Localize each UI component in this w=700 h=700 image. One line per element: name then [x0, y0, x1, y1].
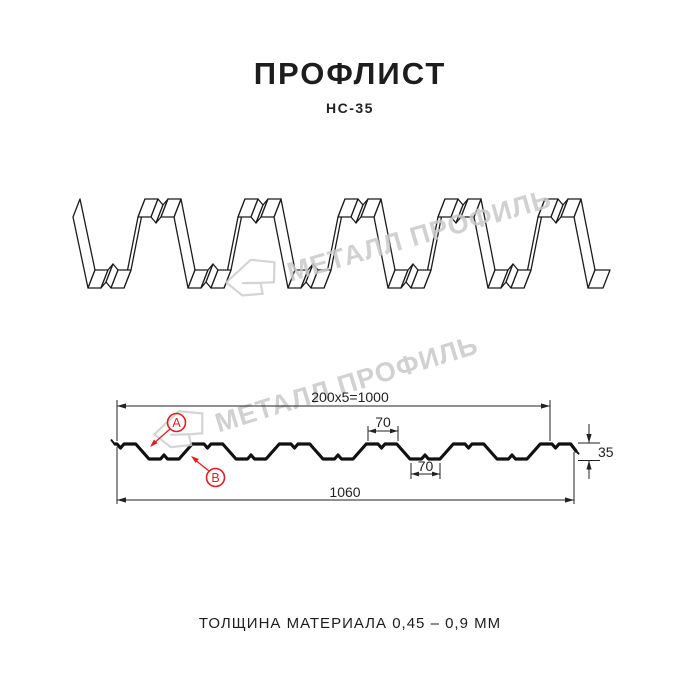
dim-profile-height: 35: [598, 444, 614, 460]
marker-b-label: В: [211, 471, 219, 485]
dim-overall-width: 1060: [329, 484, 360, 500]
metall-profil-logo-icon: [152, 410, 204, 449]
material-thickness-note: ТОЛЩИНА МАТЕРИАЛА 0,45 – 0,9 ММ: [198, 615, 502, 632]
marker-b-badge: [205, 467, 226, 488]
metall-profil-logo-icon: [224, 258, 276, 297]
marker-arrowheads: [150, 439, 199, 464]
dim-valley-width: 70: [418, 458, 434, 474]
dim-crest-width: 70: [375, 414, 391, 430]
page-title: ПРОФЛИСТ: [253, 56, 447, 91]
dim-coverage-width: 200x5=1000: [311, 389, 389, 405]
dimension-arrowheads: [117, 403, 592, 503]
profile-model-label: НС-35: [326, 100, 374, 116]
marker-a-badge: [166, 412, 187, 433]
cross-section-profile: [110, 439, 580, 461]
marker-a-label: А: [172, 416, 181, 430]
marker-a-leader: [152, 428, 171, 445]
watermark-text: МЕТАЛЛ ПРОФИЛЬ: [212, 330, 482, 439]
